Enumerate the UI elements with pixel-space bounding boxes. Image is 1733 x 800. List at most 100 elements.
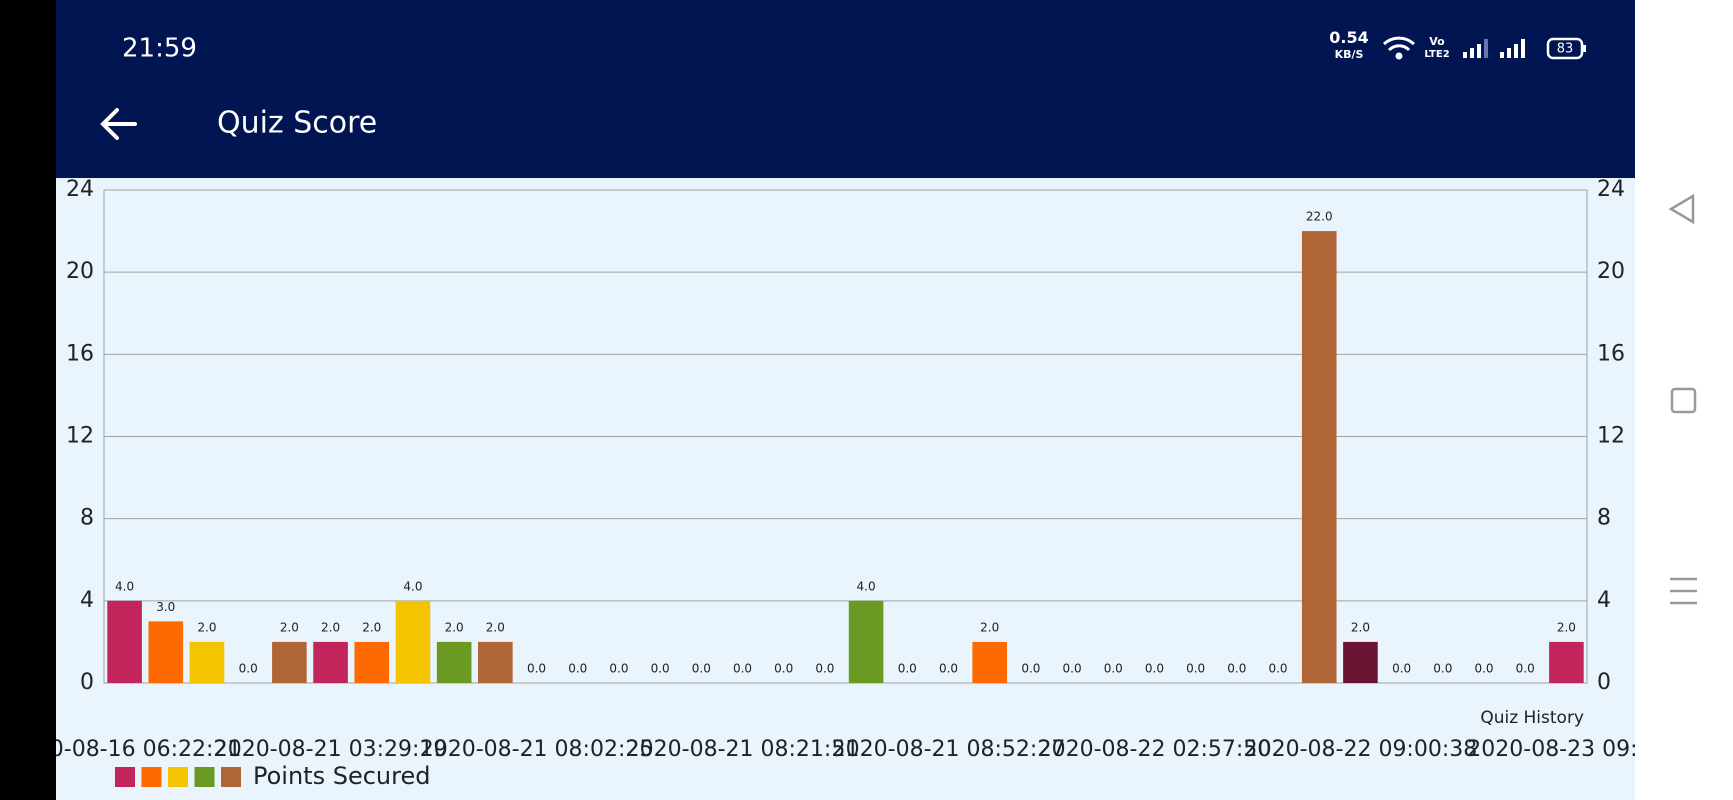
value-label: 0.0 xyxy=(1104,662,1123,676)
value-label: 2.0 xyxy=(445,620,464,634)
left-edge xyxy=(0,0,56,800)
value-label: 2.0 xyxy=(280,620,299,634)
y2-tick-label: 4 xyxy=(1597,588,1611,613)
x-tick-label: 2020-08-22 02:57:50 xyxy=(1038,737,1272,762)
bar xyxy=(848,600,884,683)
screen-title: Quiz Score xyxy=(217,106,377,141)
value-label: 0.0 xyxy=(239,662,258,676)
value-label: 0.0 xyxy=(1063,662,1082,676)
bar xyxy=(313,641,348,683)
x-tick-label: 2020-08-22 09:00:38 xyxy=(1244,737,1478,762)
value-label: 0.0 xyxy=(1268,662,1287,676)
legend-label: Points Secured xyxy=(253,762,430,790)
value-label: 0.0 xyxy=(692,662,711,676)
value-label: 2.0 xyxy=(980,620,999,634)
legend-swatch xyxy=(221,767,241,787)
nav-menu[interactable] xyxy=(1670,577,1697,605)
bar xyxy=(1343,641,1378,683)
network-vo: Vo xyxy=(1429,35,1445,48)
value-label: 0.0 xyxy=(609,662,628,676)
y2-tick-label: 8 xyxy=(1597,506,1611,531)
battery-tip xyxy=(1583,45,1586,52)
y-tick-label: 8 xyxy=(80,506,94,531)
legend-swatch xyxy=(194,767,215,787)
y2-tick-label: 20 xyxy=(1597,259,1625,284)
x-tick-label: 2020-08-21 08:21:51 xyxy=(626,737,860,762)
nav-back[interactable] xyxy=(1668,193,1695,225)
value-label: 4.0 xyxy=(857,579,876,593)
value-label: 0.0 xyxy=(1474,662,1493,676)
net-speed-unit: KB/S xyxy=(1335,48,1364,61)
y2-tick-label: 24 xyxy=(1597,177,1625,202)
x-tick-label: 2020-08-21 08:52:27 xyxy=(832,737,1066,762)
value-label: 2.0 xyxy=(197,620,216,634)
value-label: 0.0 xyxy=(774,662,793,676)
y2-tick-label: 0 xyxy=(1597,670,1611,695)
bar xyxy=(1549,641,1584,683)
legend-swatch xyxy=(141,767,162,787)
value-label: 2.0 xyxy=(486,620,505,634)
y2-tick-label: 12 xyxy=(1597,424,1625,449)
value-label: 0.0 xyxy=(1392,662,1411,676)
value-label: 0.0 xyxy=(1433,662,1452,676)
value-label: 0.0 xyxy=(1516,662,1535,676)
value-label: 0.0 xyxy=(1186,662,1205,676)
value-label: 2.0 xyxy=(1351,620,1370,634)
value-label: 22.0 xyxy=(1306,210,1333,224)
x-tick-label: 2020-08-23 09:28 xyxy=(1467,737,1665,762)
bar xyxy=(972,641,1007,683)
chart-background xyxy=(56,178,1635,800)
value-label: 0.0 xyxy=(1021,662,1040,676)
back-button[interactable] xyxy=(100,108,137,140)
value-label: 3.0 xyxy=(156,600,175,614)
x-tick-label: 2020-08-21 08:02:25 xyxy=(420,737,654,762)
value-label: 0.0 xyxy=(527,662,546,676)
value-label: 0.0 xyxy=(1227,662,1246,676)
chart: 0 4 8 12 16 20 24 0 4 8 12 16 20 24 2020-08-16 06:22:2… xyxy=(8,177,1665,790)
bar xyxy=(436,641,472,683)
bar xyxy=(189,641,225,683)
value-label: 2.0 xyxy=(362,620,381,634)
y-tick-label: 20 xyxy=(66,259,94,284)
net-speed: 0.54 xyxy=(1329,28,1368,47)
bar xyxy=(272,641,307,683)
value-label: 4.0 xyxy=(115,579,134,593)
app-header xyxy=(56,0,1635,178)
wifi-icon xyxy=(1382,36,1416,60)
bar xyxy=(1301,231,1337,684)
nav-bar xyxy=(1635,0,1733,800)
y-tick-label: 4 xyxy=(80,588,94,613)
bar xyxy=(107,600,142,683)
bar xyxy=(148,621,184,683)
value-label: 4.0 xyxy=(403,579,422,593)
bar xyxy=(478,641,513,683)
clock: 21:59 xyxy=(122,34,197,64)
value-label: 0.0 xyxy=(651,662,670,676)
value-label: 0.0 xyxy=(898,662,917,676)
value-label: 0.0 xyxy=(939,662,958,676)
y-tick-label: 12 xyxy=(66,424,94,449)
y-tick-label: 16 xyxy=(66,341,94,366)
signal-icons xyxy=(1463,39,1525,58)
value-label: 0.0 xyxy=(568,662,587,676)
legend-swatch xyxy=(115,767,135,787)
battery-icon xyxy=(1546,37,1584,60)
network-lte: LTE2 xyxy=(1424,49,1449,60)
x-tick-label: 2020-08-16 06:22:21 xyxy=(8,737,242,762)
y-tick-label: 24 xyxy=(66,177,94,202)
y-tick-label: 0 xyxy=(80,670,94,695)
value-label: 0.0 xyxy=(1145,662,1164,676)
nav-home[interactable] xyxy=(1670,387,1697,414)
value-label: 2.0 xyxy=(1557,620,1576,634)
x-tick-label: 2020-08-21 03:29:19 xyxy=(214,737,448,762)
battery-level: 83 xyxy=(1557,42,1574,57)
y2-tick-label: 16 xyxy=(1597,341,1625,366)
x-annotation: Quiz History xyxy=(1480,708,1584,728)
value-label: 0.0 xyxy=(815,662,834,676)
bar xyxy=(395,600,431,683)
value-label: 2.0 xyxy=(321,620,340,634)
bar xyxy=(354,641,390,683)
